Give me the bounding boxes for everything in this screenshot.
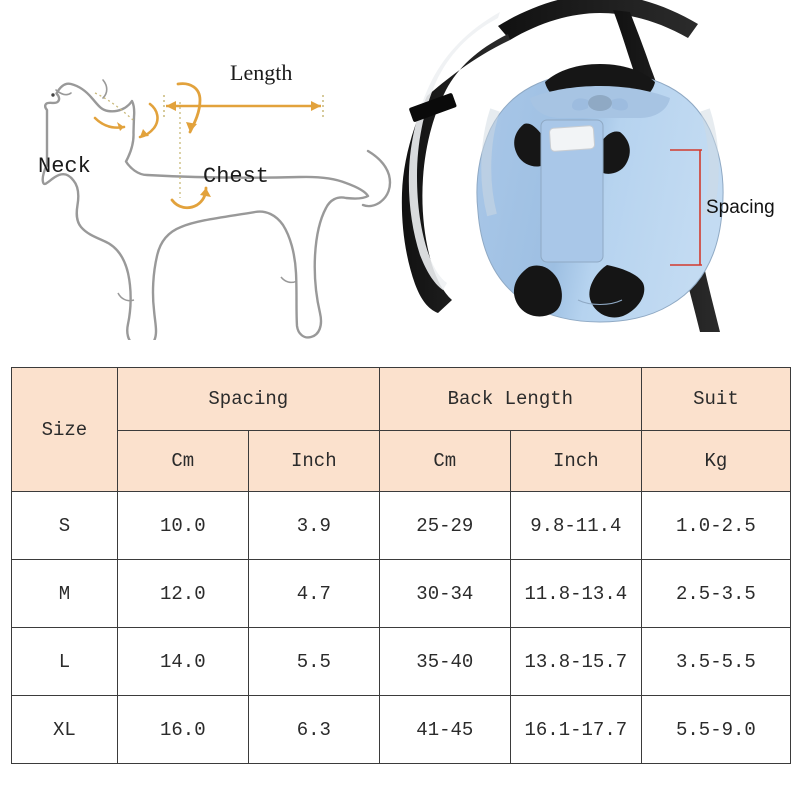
svg-text:Neck: Neck	[38, 154, 91, 179]
svg-text:Chest: Chest	[203, 164, 269, 189]
svg-text:Length: Length	[230, 60, 292, 85]
svg-text:Spacing: Spacing	[706, 197, 775, 218]
